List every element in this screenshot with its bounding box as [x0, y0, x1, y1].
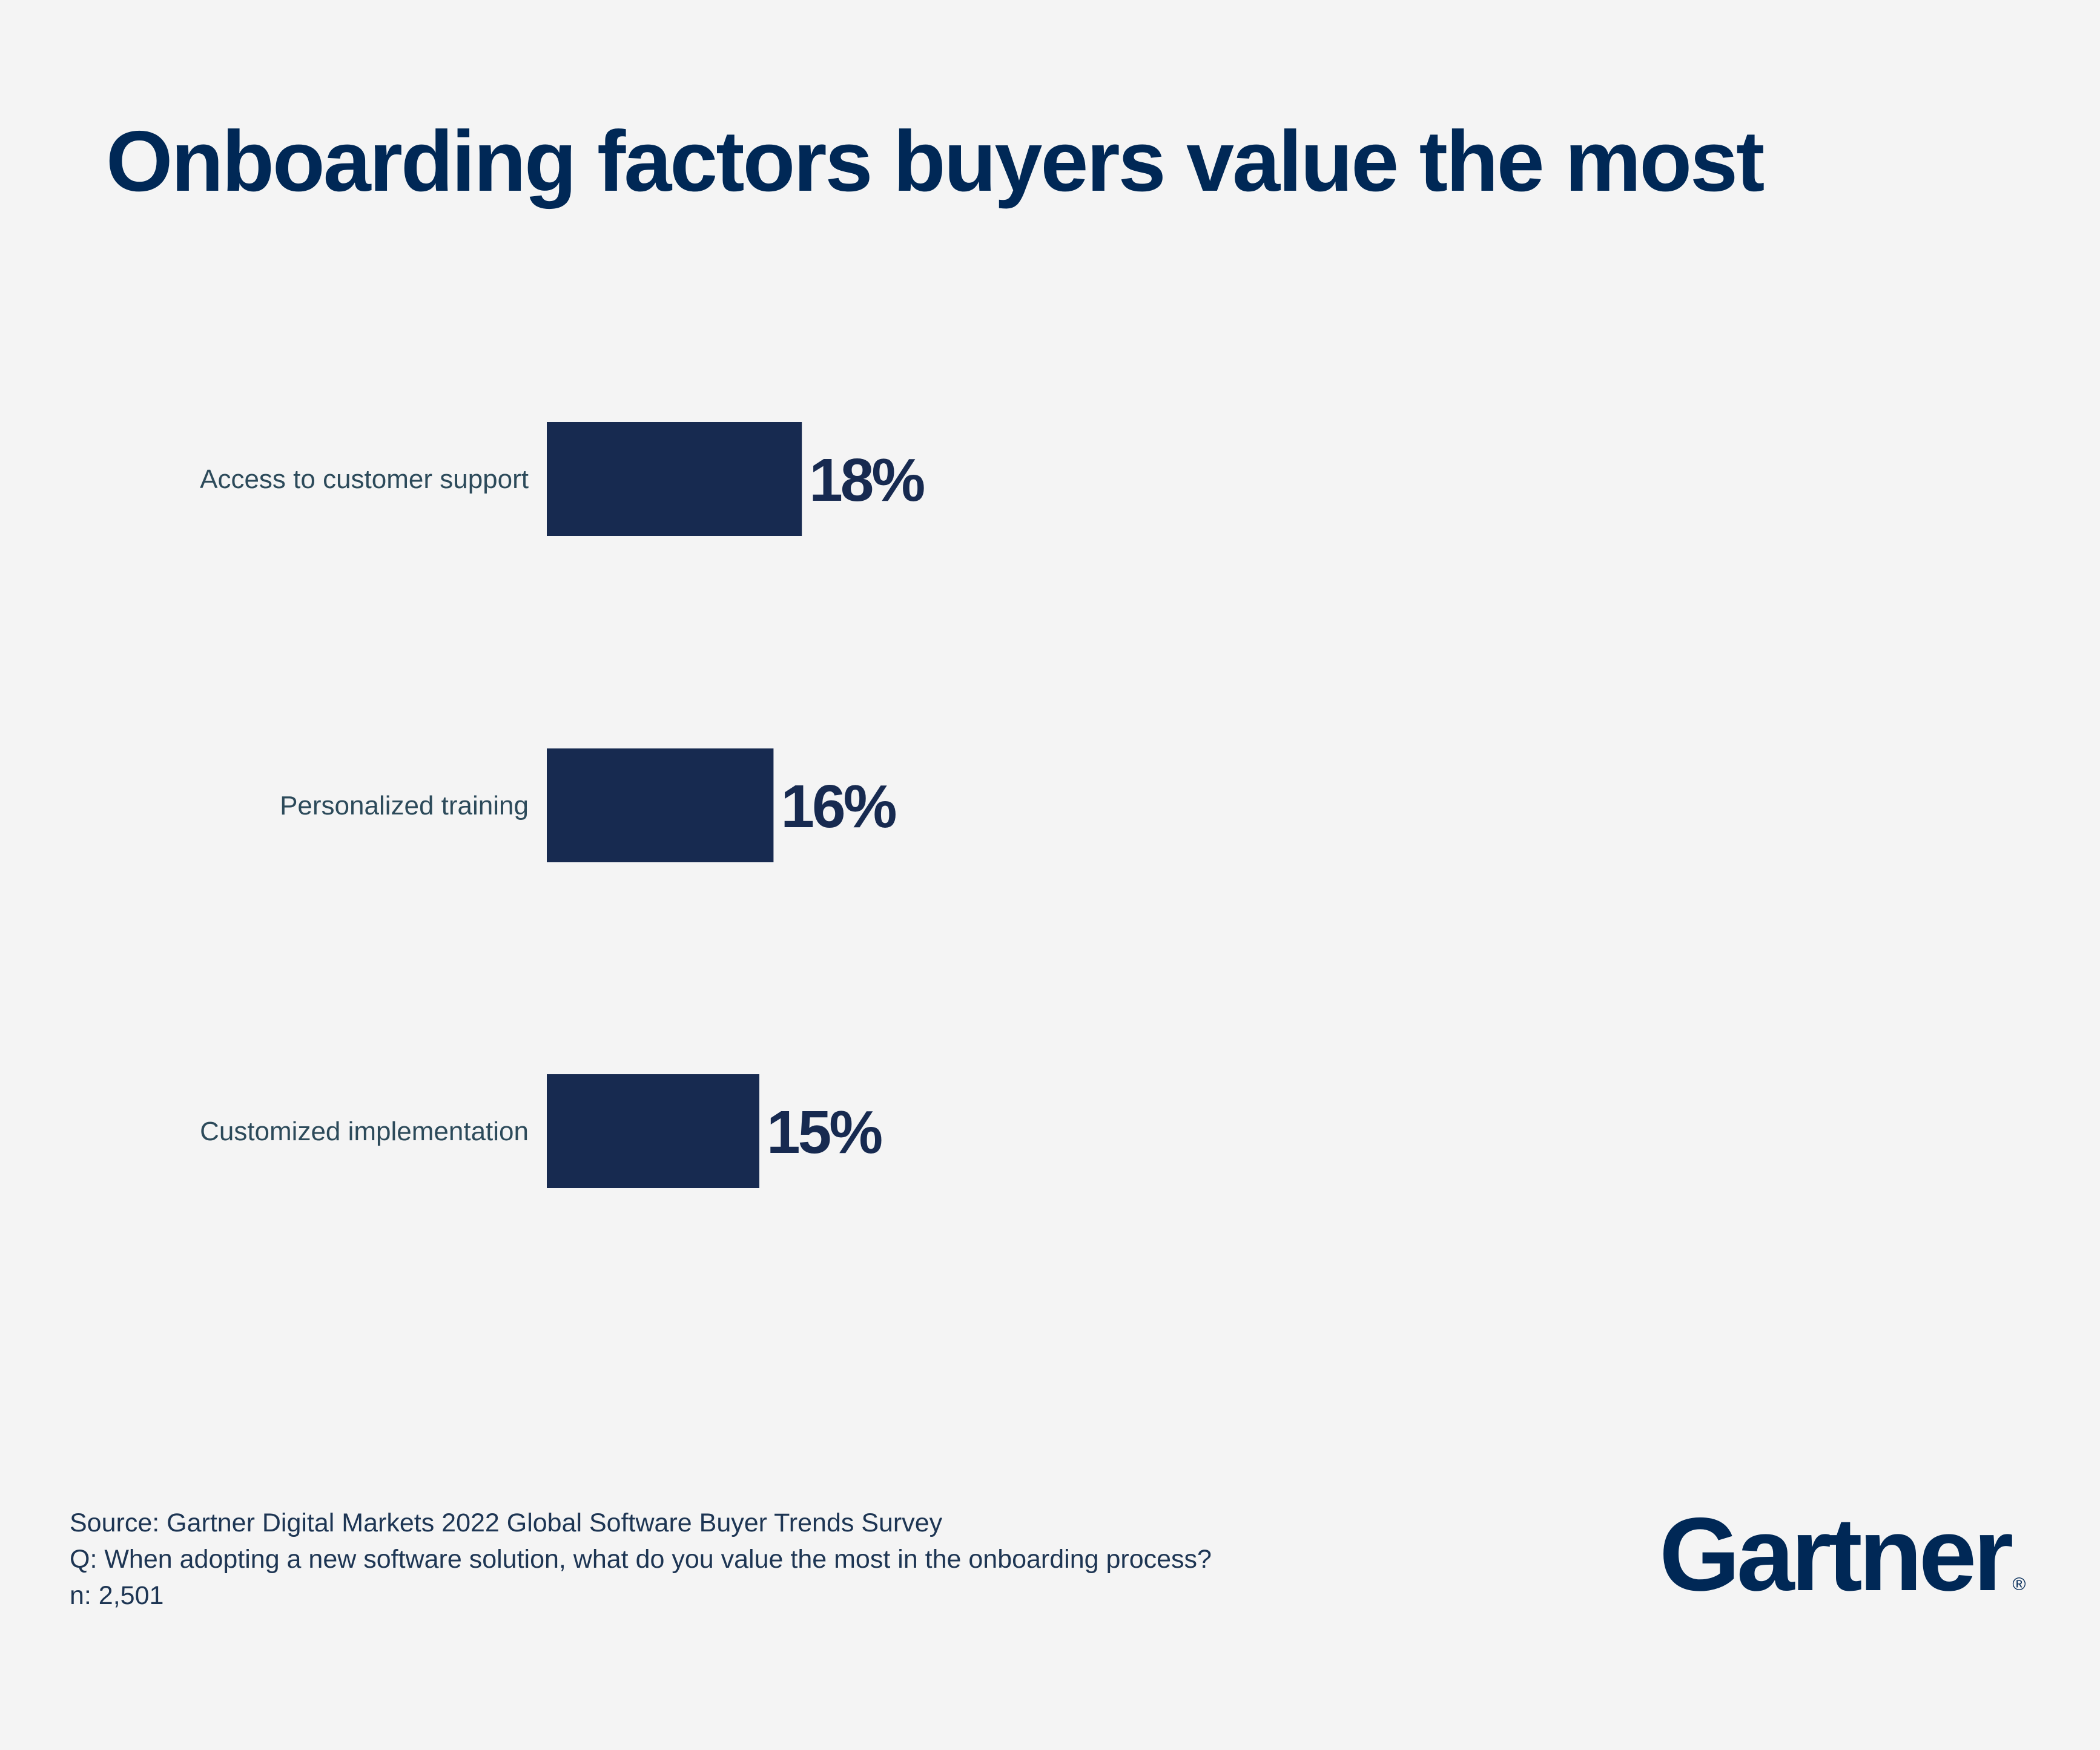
category-label: Customized implementation	[200, 1117, 529, 1146]
bar	[547, 1074, 759, 1188]
bar	[547, 748, 774, 862]
source-note: Source: Gartner Digital Markets 2022 Glo…	[70, 1508, 943, 1537]
bar	[547, 422, 802, 536]
value-label: 16%	[781, 773, 896, 840]
value-label: 18%	[809, 446, 924, 514]
gartner-logo: Gartner ®	[1659, 1496, 2026, 1613]
chart-title: Onboarding factors buyers value the most	[106, 113, 1765, 210]
value-label: 15%	[767, 1098, 882, 1166]
survey-question: Q: When adopting a new software solution…	[70, 1545, 1212, 1574]
sample-size: n: 2,501	[70, 1581, 164, 1610]
category-label: Access to customer support	[200, 464, 529, 494]
category-label: Personalized training	[280, 791, 529, 821]
footer: Source: Gartner Digital Markets 2022 Glo…	[70, 1505, 1212, 1614]
